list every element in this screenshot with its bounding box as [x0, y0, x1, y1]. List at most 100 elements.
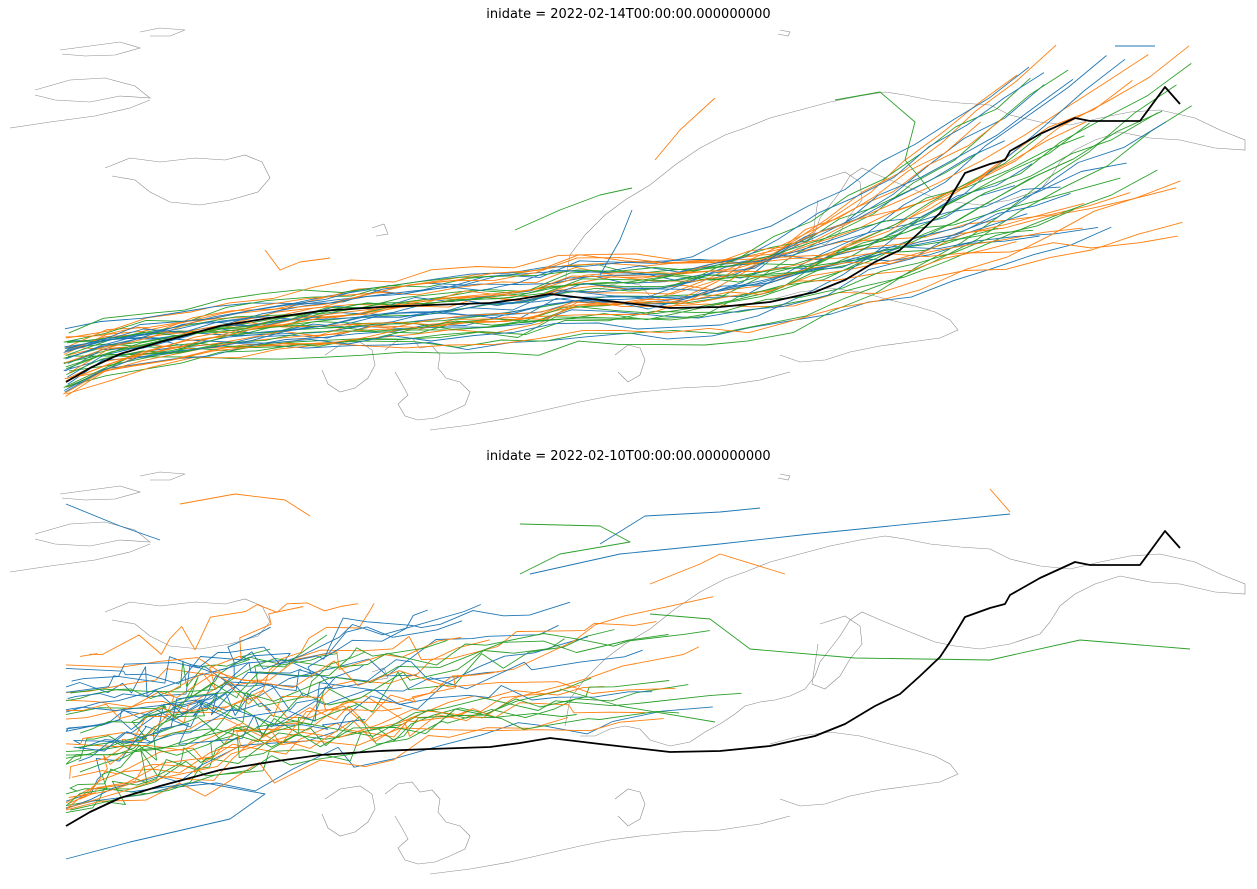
coastline-segment [59, 485, 142, 501]
coastline-segment [34, 521, 151, 547]
coastlines [9, 27, 1246, 431]
coastline-segment [429, 815, 791, 875]
ensemble-member-track [65, 604, 481, 713]
ensemble-member-track [77, 708, 680, 751]
coastline-segment [9, 543, 151, 573]
coastline-segment [139, 27, 186, 37]
ensemble-tracks [65, 488, 1191, 860]
ensemble-member-track [68, 226, 1112, 351]
coastline-segment [321, 341, 376, 393]
ensemble-member-track [80, 602, 359, 657]
coastline-segment [59, 41, 142, 57]
ensemble-member-track [64, 208, 1075, 343]
map-panel-top [9, 27, 1246, 431]
ensemble-member-track [65, 651, 366, 765]
ensemble-member-track [264, 249, 331, 271]
ensemble-member-track [559, 688, 716, 723]
ensemble-member-track [67, 639, 491, 805]
ensemble-member-track [67, 84, 1045, 385]
coastlines [9, 471, 1246, 875]
coastline-segment [429, 371, 791, 431]
ensemble-member-track [79, 684, 580, 800]
ensemble-member-track [65, 63, 1192, 368]
ensemble-member-track [65, 45, 1190, 382]
ensemble-member-track [67, 226, 1099, 378]
ensemble-member-track [71, 709, 471, 778]
ensemble-member-track [66, 122, 1090, 370]
ensemble-member-track [65, 221, 1183, 395]
observed-track-layer [65, 86, 1181, 383]
coastline-segment [371, 223, 389, 237]
ensemble-member-track [519, 523, 631, 575]
ensemble-member-track [65, 79, 1074, 372]
coastline-segment [777, 473, 791, 481]
coastline-segment [9, 99, 151, 129]
coastline-segment [104, 154, 271, 206]
ensemble-member-track [69, 603, 375, 779]
ensemble-member-track [65, 80, 1133, 348]
observed-track [65, 86, 1181, 383]
ensemble-member-track [63, 229, 1034, 365]
ensemble-member-track [66, 620, 463, 693]
ensemble-member-track [66, 192, 1131, 339]
ensemble-member-track [599, 507, 761, 545]
ensemble-member-track [65, 717, 569, 811]
ensemble-member-track [63, 69, 1069, 388]
coastline-segment [769, 731, 959, 807]
ensemble-member-track [65, 657, 676, 694]
ensemble-member-track [65, 781, 266, 860]
ensemble-member-track [70, 680, 670, 811]
coastline-segment [104, 598, 271, 650]
observed-track-layer [65, 530, 1181, 827]
ensemble-member-track [68, 84, 1177, 360]
ensemble-member-track [514, 187, 633, 231]
ensemble-member-track [65, 227, 1083, 382]
coastline-segment [384, 781, 471, 865]
ensemble-member-track [65, 241, 1017, 397]
ensemble-member-track [65, 72, 1045, 349]
coastline-segment [321, 785, 376, 837]
ensemble-member-track [66, 121, 1167, 350]
ensemble-tracks [63, 44, 1192, 397]
coastline-segment [384, 337, 471, 421]
coastline-segment [371, 667, 389, 681]
ensemble-member-track [80, 686, 604, 744]
ensemble-member-track [63, 162, 1127, 372]
ensemble-member-track [69, 720, 299, 792]
coastline-segment [614, 344, 646, 383]
ensemble-member-track [654, 97, 716, 161]
ensemble-member-track [66, 606, 304, 809]
ensemble-member-track [80, 639, 448, 734]
ensemble-member-track [64, 235, 1178, 364]
ensemble-member-track [68, 672, 495, 798]
ensemble-member-track [73, 714, 366, 752]
map-panel-bottom [9, 471, 1246, 875]
ensemble-member-track [65, 661, 302, 698]
panel-title-bottom: inidate = 2022-02-10T00:00:00.000000000 [486, 449, 771, 464]
ensemble-member-track [65, 634, 328, 807]
ensemble-member-track [71, 601, 571, 682]
ensemble-member-track [65, 621, 657, 693]
ensemble-member-track [65, 626, 271, 802]
ensemble-member-track [65, 689, 646, 722]
ensemble-member-track [599, 209, 633, 276]
ensemble-member-track [73, 664, 364, 745]
coastline-segment [564, 535, 1246, 747]
ensemble-member-track [63, 163, 1001, 395]
coastline-segment [769, 287, 959, 363]
ensemble-member-track [67, 689, 272, 715]
ensemble-member-track [79, 649, 643, 750]
ensemble-member-track [78, 609, 428, 762]
ensemble-member-track [65, 682, 653, 722]
ensemble-member-track [68, 169, 1158, 372]
ensemble-member-track [834, 91, 931, 191]
ensemble-member-track [989, 488, 1011, 513]
ensemble-member-track [64, 163, 1033, 393]
ensemble-member-track [63, 121, 1087, 355]
ensemble-member-track [68, 187, 1177, 374]
panel-title-top: inidate = 2022-02-14T00:00:00.000000000 [486, 7, 771, 22]
ensemble-member-track [649, 553, 786, 585]
ensemble-member-track [70, 630, 710, 694]
ensemble-member-track [65, 638, 565, 759]
ensemble-member-track [65, 637, 462, 720]
